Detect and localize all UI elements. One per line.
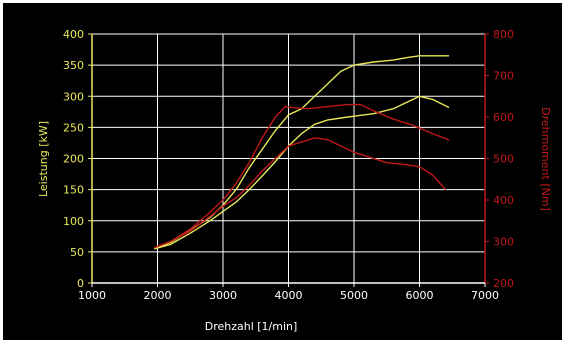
y-right-tick-label: 300 <box>493 236 514 249</box>
x-tick-label: 7000 <box>471 289 499 302</box>
torque-series-line-4 <box>153 137 447 249</box>
x-tick-label: 3000 <box>209 289 237 302</box>
torque-series-line-3 <box>153 103 450 249</box>
x-tick-label: 4000 <box>275 289 303 302</box>
y-left-tick-label: 250 <box>63 121 84 134</box>
x-axis-label: Drehzahl [1/min] <box>205 320 298 333</box>
y-right-tick-label: 700 <box>493 70 514 83</box>
chart-frame: 1000 2000 3000 4000 5000 6000 7000 0 50 100 150 200… <box>3 3 562 340</box>
power-series-line-2 <box>154 95 450 250</box>
power-series-line-1 <box>153 55 449 250</box>
axis-layer: 1000 2000 3000 4000 5000 6000 7000 0 50 100 150 200… <box>63 28 514 302</box>
y-right-tick-label: 400 <box>493 194 514 207</box>
y-right-tick-label: 600 <box>493 111 514 124</box>
series-layer <box>153 55 450 250</box>
y-right-tick-label: 800 <box>493 28 514 41</box>
grid-layer <box>91 33 486 284</box>
y-left-tick-label: 400 <box>63 28 84 41</box>
y-left-tick-label: 100 <box>63 215 84 228</box>
y-right-tick-label: 200 <box>493 277 514 290</box>
x-tick-label: 5000 <box>340 289 368 302</box>
x-tick-label: 2000 <box>144 289 172 302</box>
y-right-tick-label: 500 <box>493 153 514 166</box>
y-axis-label-right: Drehmoment [Nm] <box>539 107 552 211</box>
y-axis-label-left: Leistung [kW] <box>37 121 50 197</box>
y-left-tick-label: 0 <box>77 277 84 290</box>
y-left-tick-label: 200 <box>63 153 84 166</box>
y-left-tick-label: 350 <box>63 59 84 72</box>
y-left-tick-label: 150 <box>63 184 84 197</box>
y-left-tick-label: 300 <box>63 90 84 103</box>
y-left-tick-label: 50 <box>70 246 84 259</box>
x-tick-label: 6000 <box>406 289 434 302</box>
x-tick-label: 1000 <box>78 289 106 302</box>
dyno-chart: 1000 2000 3000 4000 5000 6000 7000 0 50 100 150 200… <box>37 28 552 333</box>
